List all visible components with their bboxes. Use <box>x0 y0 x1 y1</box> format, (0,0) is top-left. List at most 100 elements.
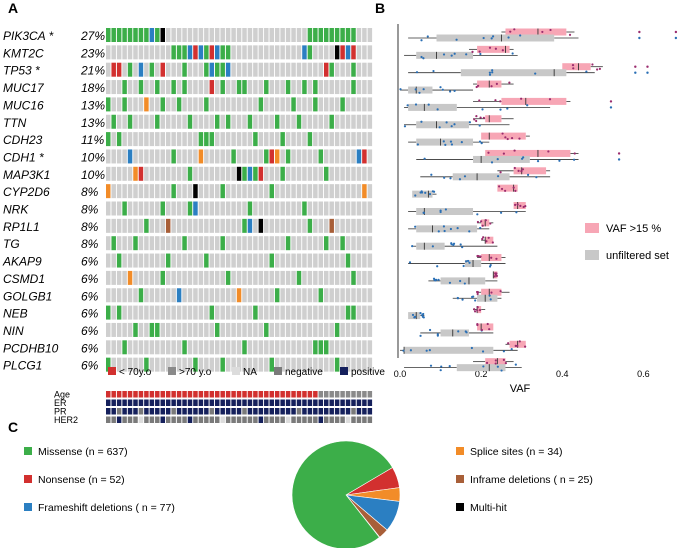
wildtype-cell <box>274 305 280 320</box>
wildtype-cell <box>111 201 116 216</box>
wildtype-cell <box>351 132 356 147</box>
wildtype-cell <box>329 357 334 372</box>
clinical-cell <box>236 391 242 398</box>
clinical-cell <box>329 416 334 423</box>
wildtype-cell <box>176 253 182 268</box>
wildtype-cell <box>122 218 127 233</box>
wildtype-cell <box>149 132 155 147</box>
pie-legend-swatch <box>456 447 464 455</box>
outlier-point <box>617 158 621 161</box>
mutation-cell-missense <box>225 45 231 60</box>
wildtype-cell <box>133 340 138 355</box>
data-point <box>420 120 423 123</box>
wildtype-cell <box>291 166 296 181</box>
wildtype-cell <box>291 253 296 268</box>
wildtype-cell <box>225 132 231 147</box>
mutation-cell-missense <box>220 80 225 95</box>
clinical-cell <box>171 408 176 415</box>
wildtype-cell <box>215 184 220 199</box>
gene-label: NEB <box>3 307 28 321</box>
x-tick-label: 0.2 <box>475 369 488 379</box>
wildtype-cell <box>193 322 198 337</box>
data-point <box>448 90 452 93</box>
gene-percentage: 6% <box>81 324 99 338</box>
wildtype-cell <box>209 184 215 199</box>
wildtype-cell <box>176 305 182 320</box>
clinical-cell <box>280 399 285 406</box>
data-point <box>558 159 561 162</box>
mutation-cell-missense <box>274 288 280 303</box>
data-point <box>436 108 439 111</box>
gene-label: CDH23 <box>3 133 43 147</box>
wildtype-cell <box>165 270 171 285</box>
wildtype-cell <box>106 236 111 251</box>
data-point <box>411 245 414 248</box>
data-point <box>413 316 416 319</box>
wildtype-cell <box>274 218 280 233</box>
wildtype-cell <box>313 45 318 60</box>
wildtype-cell <box>307 201 313 216</box>
wildtype-cell <box>106 201 111 216</box>
mutation-cell-frameshift <box>127 149 133 164</box>
data-point <box>444 143 447 147</box>
wildtype-cell <box>318 166 324 181</box>
wildtype-cell <box>351 114 356 129</box>
wildtype-cell <box>324 97 329 112</box>
wildtype-cell <box>165 45 171 60</box>
mutation-cell-missense <box>220 357 225 372</box>
mutation-cell-missense <box>171 45 176 60</box>
clinical-cell <box>198 399 204 406</box>
wildtype-cell <box>296 253 302 268</box>
wildtype-cell <box>285 28 291 42</box>
wildtype-cell <box>247 236 253 251</box>
wildtype-cell <box>127 97 133 112</box>
pie-legend-label: Multi-hit <box>470 502 507 514</box>
data-point <box>481 224 484 227</box>
clinical-cell <box>160 416 165 423</box>
wildtype-cell <box>253 357 258 372</box>
wildtype-cell <box>334 288 340 303</box>
wildtype-cell <box>215 288 220 303</box>
wildtype-cell <box>356 45 362 60</box>
wildtype-cell <box>176 28 182 42</box>
data-point <box>516 344 519 348</box>
wildtype-cell <box>291 305 296 320</box>
wildtype-cell <box>171 270 176 285</box>
clinical-cell <box>264 416 269 423</box>
data-point <box>436 265 439 268</box>
clinical-cell <box>329 408 334 415</box>
wildtype-cell <box>362 218 367 233</box>
pie-legend-label: Nonsense (n = 52) <box>38 474 125 486</box>
mutation-cell-missense <box>209 132 215 147</box>
data-point <box>541 30 544 34</box>
data-point <box>519 34 522 37</box>
wildtype-cell <box>122 288 127 303</box>
wildtype-cell <box>274 236 280 251</box>
wildtype-cell <box>367 80 373 95</box>
wildtype-cell <box>231 97 236 112</box>
gene-label: RP1L1 <box>3 220 40 234</box>
data-point <box>502 358 505 362</box>
data-point <box>480 142 483 145</box>
wildtype-cell <box>144 132 149 147</box>
wildtype-cell <box>367 218 373 233</box>
wildtype-cell <box>144 62 149 77</box>
data-point <box>494 47 497 50</box>
mutation-cell-missense <box>187 114 193 129</box>
gene-percentage: 8% <box>81 203 99 217</box>
data-point <box>549 28 552 32</box>
wildtype-cell <box>182 322 187 337</box>
data-point <box>509 30 512 33</box>
mutation-cell-nonsense <box>138 166 144 181</box>
data-point <box>443 229 446 233</box>
wildtype-cell <box>122 236 127 251</box>
mutation-cell-missense <box>264 149 269 164</box>
data-point <box>490 85 493 88</box>
wildtype-cell <box>296 236 302 251</box>
wildtype-cell <box>258 149 264 164</box>
wildtype-cell <box>138 201 144 216</box>
mutation-cell-missense <box>204 45 209 60</box>
wildtype-cell <box>318 357 324 372</box>
wildtype-cell <box>116 149 122 164</box>
clinical-cell <box>122 391 127 398</box>
